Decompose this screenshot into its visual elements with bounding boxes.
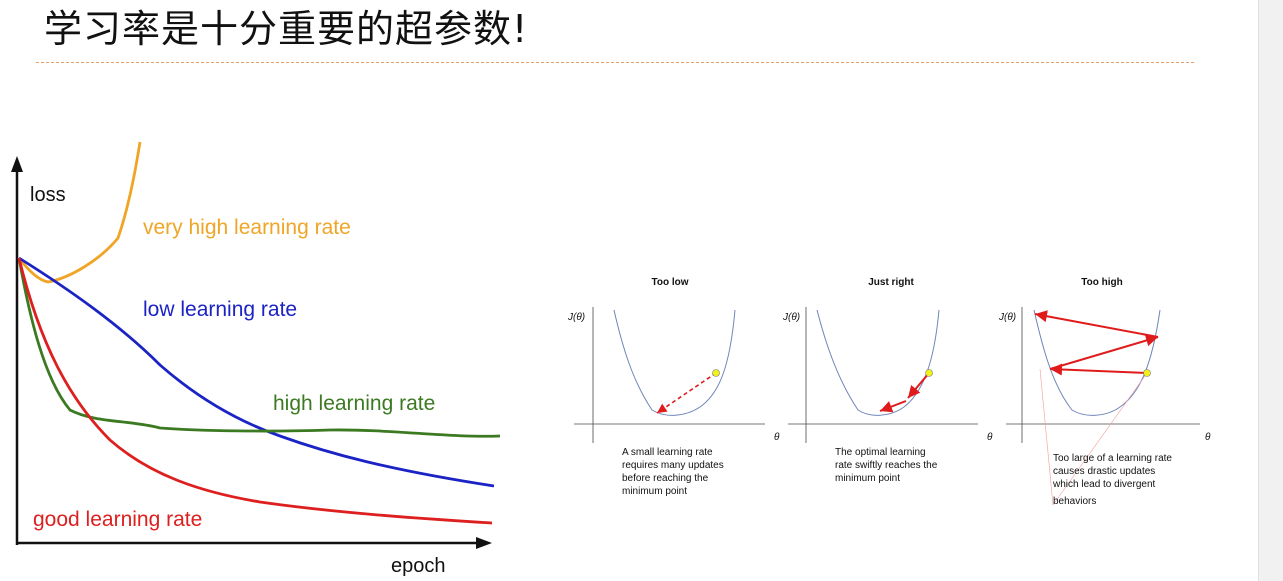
panel-title: Too high bbox=[1081, 277, 1122, 288]
theta-axis-label: θ bbox=[774, 432, 780, 443]
caption-pointer bbox=[1052, 372, 1148, 506]
cost-curve bbox=[613, 309, 736, 416]
theta-axis-label: θ bbox=[1205, 432, 1211, 443]
panel-just-right: Just right J(θ) θ The optimal learning r… bbox=[782, 277, 993, 484]
start-point bbox=[925, 369, 933, 377]
slide-title: 学习率是十分重要的超参数! bbox=[44, 7, 529, 51]
update-arrow bbox=[1034, 310, 1159, 338]
update-arrows bbox=[656, 372, 717, 414]
good-lr-label: good learning rate bbox=[33, 508, 202, 531]
caption: Too large of a learning rate causes dras… bbox=[1052, 453, 1175, 507]
update-arrow bbox=[1049, 363, 1148, 376]
high-lr-label: high learning rate bbox=[273, 392, 435, 415]
title-divider bbox=[36, 62, 1194, 63]
x-axis-label: epoch bbox=[391, 555, 446, 577]
caption-pointer bbox=[1039, 368, 1054, 506]
theta-axis-label: θ bbox=[987, 432, 993, 443]
cost-axis-label: J(θ) bbox=[782, 312, 800, 323]
update-arrow bbox=[1049, 334, 1159, 370]
gradient-descent-panels: Too low J(θ) θ A small learning rate req… bbox=[567, 277, 1211, 507]
very-high-lr-curve bbox=[17, 141, 142, 284]
start-point bbox=[712, 369, 720, 377]
panel-title: Too low bbox=[651, 277, 688, 288]
low-lr-label: low learning rate bbox=[143, 298, 297, 321]
loss-epoch-chart: loss epoch very high learning rate low l… bbox=[11, 141, 501, 577]
panel-too-low: Too low J(θ) θ A small learning rate req… bbox=[567, 277, 780, 497]
panel-title: Just right bbox=[868, 277, 914, 288]
cost-axis-label: J(θ) bbox=[998, 312, 1016, 323]
panel-too-high: Too high J(θ) θ Too large of a learning … bbox=[998, 277, 1211, 507]
update-arrow bbox=[907, 372, 930, 399]
vertical-scrollbar[interactable] bbox=[1258, 0, 1283, 581]
y-axis-label: loss bbox=[30, 184, 66, 206]
cost-axis-label: J(θ) bbox=[567, 312, 585, 323]
very-high-lr-label: very high learning rate bbox=[143, 216, 351, 239]
y-axis-arrowhead bbox=[11, 156, 23, 172]
update-arrow bbox=[879, 400, 907, 413]
low-lr-curve bbox=[18, 256, 495, 488]
x-axis-arrowhead bbox=[476, 537, 492, 549]
high-lr-curve bbox=[17, 257, 501, 438]
good-lr-curve bbox=[17, 257, 493, 525]
caption: The optimal learning rate swiftly reache… bbox=[835, 447, 940, 484]
cost-curve bbox=[816, 309, 940, 416]
start-point bbox=[1143, 369, 1151, 377]
caption: A small learning rate requires many upda… bbox=[622, 447, 727, 497]
